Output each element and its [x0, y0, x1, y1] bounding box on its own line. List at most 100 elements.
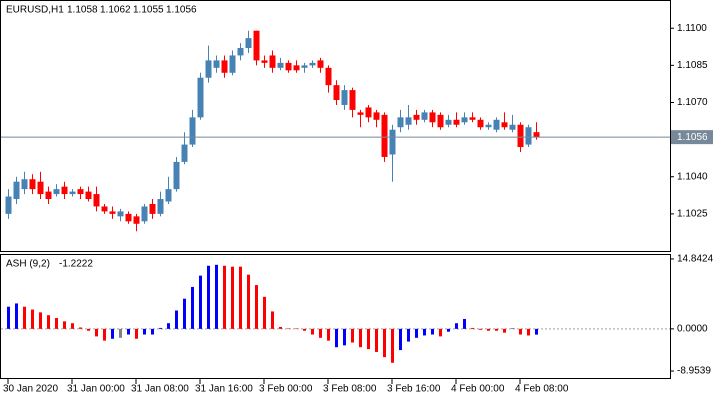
candle-body [269, 55, 276, 68]
candle-body [101, 206, 108, 212]
candle-body [133, 216, 140, 224]
histogram-bar [287, 328, 290, 329]
candle-body [293, 65, 300, 71]
candle-body [117, 211, 124, 217]
histogram-bar [399, 328, 402, 351]
candle-body [165, 189, 172, 202]
candle-body [125, 213, 132, 222]
candle-body [485, 124, 492, 128]
candle-body [21, 179, 28, 190]
histogram-bar [79, 327, 82, 329]
y-tick-label: 1.1025 [677, 209, 708, 220]
histogram-bar [175, 310, 178, 329]
candle-body [389, 129, 396, 155]
histogram-bar [151, 328, 154, 335]
histogram-bar [527, 328, 530, 336]
histogram-bar [311, 328, 314, 335]
histogram-bar [447, 328, 450, 332]
histogram-bar [47, 315, 50, 329]
candle-body [333, 85, 340, 101]
histogram-bar [167, 323, 170, 329]
candle-body [461, 117, 468, 123]
candle-body [509, 124, 516, 130]
candle-body [421, 112, 428, 120]
x-tick-label: 3 Feb 16:00 [387, 384, 441, 395]
histogram-bar [231, 266, 234, 329]
x-tick-label: 4 Feb 08:00 [515, 384, 569, 395]
histogram-bar [7, 306, 10, 329]
histogram-bar [55, 318, 58, 329]
y-tick-label: 1.1040 [677, 171, 708, 182]
histogram-bar [423, 328, 426, 336]
candle-body [221, 60, 228, 73]
histogram-bar [103, 328, 106, 341]
candle-body [181, 144, 188, 162]
candle-body [213, 60, 220, 68]
histogram-bar [535, 328, 538, 335]
indicator-panel [0, 254, 671, 379]
candle-body [429, 112, 436, 123]
indicator-name: ASH (9,2) [6, 259, 50, 270]
histogram-bar [23, 306, 26, 329]
histogram-bar [335, 328, 338, 348]
x-tick-label: 31 Jan 16:00 [195, 384, 253, 395]
main-panel [0, 0, 671, 252]
histogram-bar [15, 303, 18, 329]
y-tick-label: 1.1100 [677, 23, 707, 34]
candle-body [413, 114, 420, 120]
histogram-bar [247, 274, 250, 329]
price-label: 1.1056 [677, 132, 708, 143]
header: EURUSD,H1 1.1058 1.1062 1.1055 1.1056 [6, 5, 197, 16]
y-tick-label: -8.9539 [677, 366, 711, 377]
histogram-bar [487, 328, 490, 331]
candle-body [517, 124, 524, 148]
histogram-bar [319, 328, 322, 338]
candle-body [37, 181, 44, 195]
histogram-bar [263, 296, 266, 329]
y-tick-label: 14.8424 [677, 254, 714, 265]
histogram-bar [391, 328, 394, 363]
histogram-bar [295, 328, 298, 329]
histogram-bar [39, 312, 42, 329]
histogram-bar [439, 328, 442, 337]
candle-body [229, 55, 236, 73]
candle-body [5, 196, 12, 214]
y-tick-label: 1.1070 [677, 97, 708, 108]
x-tick-label: 3 Feb 00:00 [259, 384, 313, 395]
candle-body [285, 62, 292, 71]
histogram-bar [223, 265, 226, 329]
candle-body [317, 60, 324, 68]
candle-body [29, 179, 36, 190]
candle-body [197, 77, 204, 118]
y-tick-label: 1.1085 [677, 60, 708, 71]
candle-body [453, 119, 460, 125]
histogram-bar [471, 327, 474, 329]
x-tick-label: 3 Feb 08:00 [323, 384, 377, 395]
candle-body [525, 127, 532, 145]
candle-body [325, 67, 332, 86]
histogram-bar [159, 327, 162, 329]
histogram-bar [407, 328, 410, 342]
candle-body [205, 60, 212, 78]
histogram-bar [383, 328, 386, 358]
x-tick-label: 31 Jan 08:00 [131, 384, 189, 395]
candle-body [189, 117, 196, 145]
candle-body [381, 114, 388, 157]
histogram-bar [463, 318, 466, 329]
x-tick-label: 4 Feb 00:00 [451, 384, 505, 395]
candle-body [157, 199, 164, 214]
candle-body [173, 161, 180, 190]
candle-body [365, 107, 372, 118]
histogram-bar [343, 328, 346, 346]
symbol: EURUSD,H1 [6, 5, 64, 16]
candle-body [437, 114, 444, 128]
candle-body [61, 186, 68, 195]
candle-body [53, 189, 60, 195]
indicator-value: -1.2222 [59, 259, 93, 270]
candle-body [301, 65, 308, 68]
histogram-bar [279, 326, 282, 329]
price-label-bg [671, 130, 713, 145]
candle-body [109, 211, 116, 214]
candle-body [501, 122, 508, 128]
candle-body [237, 48, 244, 56]
